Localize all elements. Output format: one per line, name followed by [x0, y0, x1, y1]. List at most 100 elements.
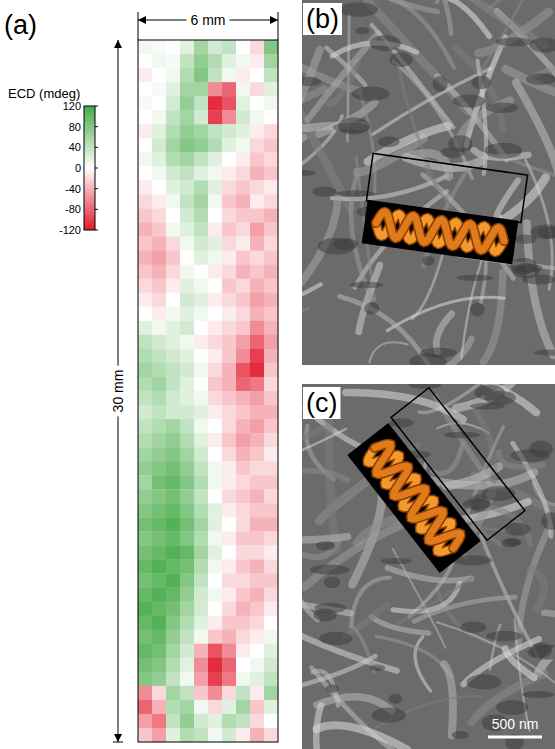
- heatmap-cell: [208, 265, 222, 279]
- colorbar-tick-label: -120: [59, 224, 81, 236]
- shadow: [378, 136, 400, 147]
- shadow: [389, 52, 412, 67]
- shadow: [460, 622, 486, 634]
- heatmap-cell: [166, 307, 180, 321]
- helix-strand-shade: [374, 211, 505, 253]
- heatmap-cell: [264, 545, 278, 559]
- heatmap-cell: [166, 405, 180, 419]
- heatmap-cell: [222, 503, 236, 517]
- heatmap-cell: [222, 489, 236, 503]
- colorbar-tick: [95, 106, 98, 107]
- heatmap-cell: [264, 391, 278, 405]
- heatmap-cell: [180, 237, 194, 251]
- heatmap-cell: [138, 475, 152, 489]
- heatmap-cell: [166, 335, 180, 349]
- heatmap-cell: [208, 475, 222, 489]
- heatmap-cell: [250, 279, 264, 293]
- heatmap-cell: [250, 405, 264, 419]
- shadow: [338, 117, 370, 134]
- heatmap-cell: [208, 602, 222, 616]
- heatmap-cell: [166, 321, 180, 335]
- heatmap-cell: [250, 588, 264, 602]
- heatmap-cell: [166, 349, 180, 363]
- heatmap-cell: [138, 489, 152, 503]
- heatmap-cell: [208, 489, 222, 503]
- heatmap-cell: [208, 251, 222, 265]
- heatmap-cell: [180, 363, 194, 377]
- heatmap-cell: [152, 208, 166, 222]
- heatmap-cell: [236, 545, 250, 559]
- heatmap-cell: [152, 728, 166, 742]
- heatmap-cell: [138, 208, 152, 222]
- fiber: [369, 342, 408, 362]
- heatmap-cell: [264, 658, 278, 672]
- colorbar-tick: [95, 147, 98, 148]
- heatmap-cell: [194, 686, 208, 700]
- heatmap-cell: [236, 602, 250, 616]
- heatmap-cell: [138, 377, 152, 391]
- shadow: [355, 27, 369, 35]
- heatmap-cell: [138, 728, 152, 742]
- heatmap-cell: [166, 503, 180, 517]
- heatmap-cell: [138, 574, 152, 588]
- heatmap-cell: [222, 223, 236, 237]
- heatmap-cell: [194, 433, 208, 447]
- heatmap-cell: [138, 644, 152, 658]
- heatmap: [138, 40, 278, 742]
- heatmap-cell: [152, 96, 166, 110]
- heatmap-cell: [152, 574, 166, 588]
- heatmap-cell: [166, 489, 180, 503]
- heatmap-cell: [138, 433, 152, 447]
- fiber: [393, 61, 472, 178]
- fiber: [317, 725, 407, 749]
- heatmap-cell: [152, 700, 166, 714]
- heatmap-cell: [208, 180, 222, 194]
- heatmap-cell: [222, 461, 236, 475]
- heatmap-cell: [138, 110, 152, 124]
- heatmap-cell: [208, 124, 222, 138]
- heatmap-cell: [166, 40, 180, 54]
- sem-image: [213, 360, 555, 749]
- colorbar-tick-label: 80: [69, 121, 81, 133]
- heatmap-cell: [180, 307, 194, 321]
- heatmap-cell: [152, 377, 166, 391]
- fiber: [421, 0, 451, 34]
- heatmap-cell: [194, 237, 208, 251]
- heatmap-cell: [208, 166, 222, 180]
- heatmap-cell: [250, 166, 264, 180]
- heatmap-cell: [236, 138, 250, 152]
- heatmap-cell: [180, 433, 194, 447]
- scale-bar-label: 500 nm: [492, 716, 539, 732]
- heatmap-cell: [236, 433, 250, 447]
- heatmap-cell: [208, 517, 222, 531]
- colorbar-tick-label: -40: [65, 183, 81, 195]
- heatmap-cell: [194, 321, 208, 335]
- heatmap-cell: [250, 251, 264, 265]
- fiber: [400, 70, 436, 183]
- heatmap-cell: [138, 307, 152, 321]
- heatmap-cell: [222, 349, 236, 363]
- heatmap-cell: [194, 40, 208, 54]
- heatmap-cell: [166, 574, 180, 588]
- shadow: [433, 76, 448, 92]
- heatmap-cell: [138, 545, 152, 559]
- shadow: [530, 643, 552, 658]
- heatmap-cell: [250, 363, 264, 377]
- heatmap-cell: [222, 68, 236, 82]
- heatmap-cell: [152, 602, 166, 616]
- heatmap-cell: [236, 447, 250, 461]
- heatmap-cell: [180, 377, 194, 391]
- heatmap-cell: [250, 574, 264, 588]
- heatmap-cell: [152, 503, 166, 517]
- heatmap-cell: [194, 419, 208, 433]
- heatmap-cell: [138, 405, 152, 419]
- heatmap-cell: [138, 461, 152, 475]
- heatmap-cell: [194, 265, 208, 279]
- heatmap-cell: [152, 672, 166, 686]
- colorbar-tick-label: 120: [63, 100, 81, 112]
- heatmap-cell: [166, 545, 180, 559]
- heatmap-cell: [236, 180, 250, 194]
- heatmap-cell: [236, 391, 250, 405]
- fiber: [390, 0, 454, 68]
- heatmap-cell: [138, 40, 152, 54]
